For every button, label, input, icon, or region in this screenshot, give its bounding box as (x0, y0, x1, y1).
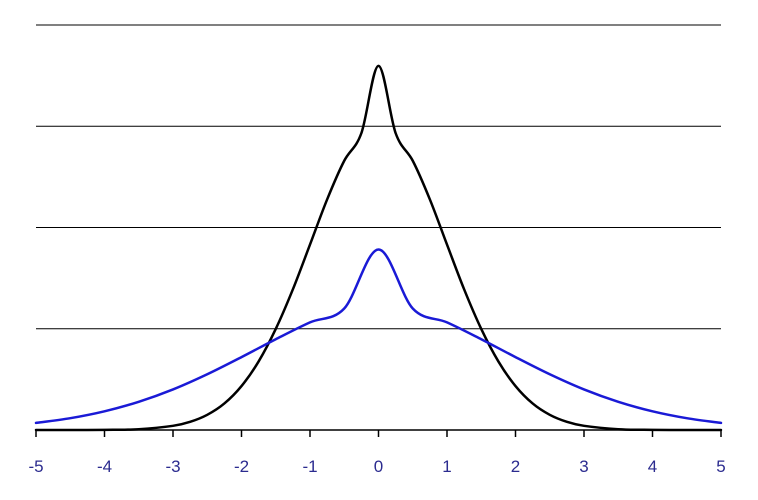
x-tick-label-0: -5 (28, 457, 43, 476)
x-tick-labels: -5 -4 -3 -2 -1 0 1 2 3 4 5 (28, 457, 725, 476)
x-tick-label-10: 5 (716, 457, 725, 476)
x-tick-label-7: 2 (511, 457, 520, 476)
x-tick-label-5: 0 (374, 457, 383, 476)
x-tick-label-6: 1 (442, 457, 451, 476)
series-line-0 (34, 64, 723, 432)
x-tick-label-4: -1 (302, 457, 317, 476)
series-line-1 (34, 248, 723, 425)
x-tick-label-3: -2 (234, 457, 249, 476)
x-tick-label-1: -4 (97, 457, 112, 476)
x-tick-label-8: 3 (579, 457, 588, 476)
series-layer (34, 64, 723, 432)
x-tick-label-9: 4 (648, 457, 657, 476)
x-ticks (35, 430, 722, 437)
x-tick-label-2: -3 (165, 457, 180, 476)
gridlines (36, 24, 721, 330)
